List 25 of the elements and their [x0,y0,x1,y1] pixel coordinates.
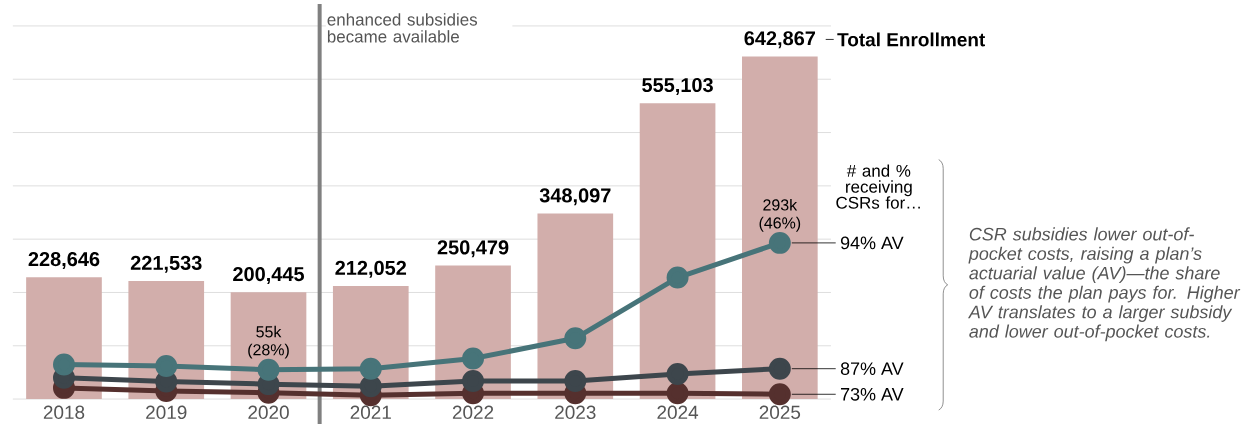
legend-title: # and % receiving CSRs for… [836,164,920,209]
data-label: 221,533 [130,255,202,273]
data-label: 212,052 [335,260,407,278]
text: 87% AV [840,362,904,376]
text: 94% AV [840,236,904,250]
x-tick-label: 2019 [146,405,187,420]
data-label: 555,103 [642,77,713,95]
ref-line-label: enhanced subsidies became available [327,13,478,43]
x-tick-label: 2020 [248,405,289,420]
data-label: 200,445 [233,267,304,285]
x-tick-label: 2024 [657,405,699,420]
data-label: 293k (46%) [759,198,801,232]
x-tick-label: 2018 [43,405,85,420]
series-label: Total Enrollment [837,32,986,47]
x-tick-label: 2021 [350,405,391,420]
text: 73% AV [841,387,904,401]
x-tick-label: 2023 [555,405,596,420]
data-label: 228,646 [28,251,100,270]
data-label: 250,479 [437,240,509,258]
x-tick-label: 2025 [759,405,801,420]
x-tick-label: 2022 [452,405,494,420]
data-label: 348,097 [539,188,611,206]
data-label: 55k (28%) [248,325,289,359]
text: CSR subsidies lower out-of-pocket costs, raising a plan’s actuarial value (AV)—the share of costs the plan pays for. Higher AV translates to a larger subsidy and lower out-of-pocket costs. [967,227,1241,342]
data-label: 642,867 [744,31,816,49]
